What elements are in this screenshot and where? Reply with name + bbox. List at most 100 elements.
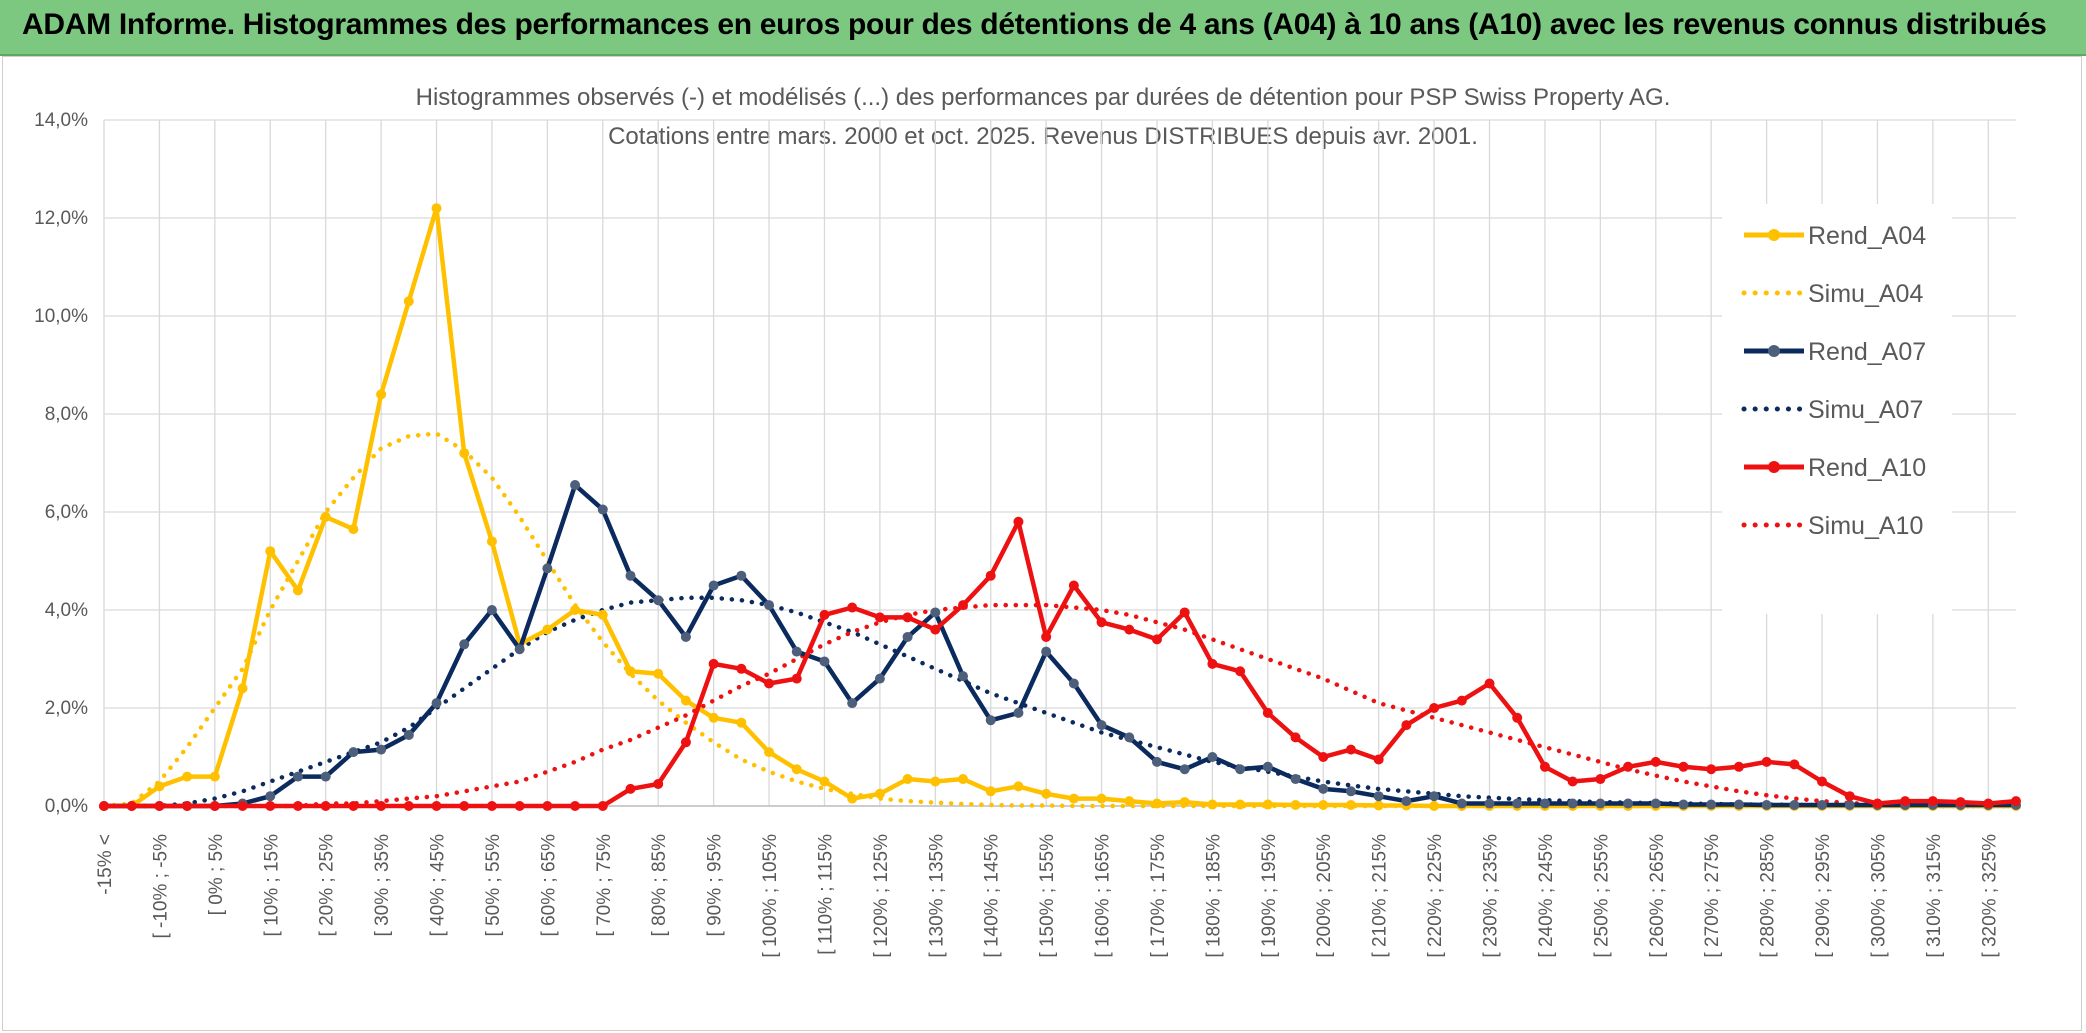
data-point-rend-a10 — [99, 801, 109, 811]
data-point-rend-a07 — [514, 644, 525, 655]
x-tick-label: [ 250% ; 255% — [1591, 834, 1612, 958]
data-point-rend-a07 — [1401, 796, 1412, 807]
data-point-rend-a10 — [1817, 776, 1828, 787]
data-point-rend-a04 — [902, 774, 913, 785]
data-point-rend-a10 — [2011, 796, 2021, 807]
data-point-rend-a07 — [1539, 798, 1550, 809]
data-point-rend-a04 — [486, 536, 497, 547]
data-point-rend-a07 — [1318, 783, 1329, 794]
data-point-rend-a10 — [819, 609, 830, 620]
data-point-rend-a10 — [1733, 761, 1744, 772]
data-point-rend-a04 — [847, 793, 858, 804]
data-point-rend-a07 — [791, 646, 802, 657]
report-banner: ADAM Informe. Histogrammes des performan… — [0, 0, 2086, 56]
data-point-rend-a04 — [958, 774, 969, 785]
data-point-rend-a04 — [459, 448, 470, 459]
data-point-rend-a10 — [486, 801, 497, 811]
data-point-rend-a10 — [874, 612, 885, 623]
series-group — [99, 203, 2021, 811]
x-tick-label: [ 320% ; 325% — [1979, 834, 2000, 958]
legend-label: Rend_A10 — [1808, 454, 1926, 482]
data-point-rend-a07 — [1429, 791, 1440, 802]
data-point-rend-a04 — [1429, 801, 1440, 811]
data-point-rend-a07 — [1290, 774, 1301, 785]
data-point-rend-a07 — [764, 600, 775, 611]
data-point-rend-a04 — [680, 695, 691, 706]
report-title: ADAM Informe. Histogrammes des performan… — [22, 8, 2047, 41]
data-point-rend-a07 — [1124, 732, 1135, 743]
y-tick-label: 2,0% — [45, 698, 88, 719]
x-tick-label: [ 270% ; 275% — [1702, 834, 1723, 958]
x-tick-label: [ 10% ; 15% — [261, 834, 282, 937]
data-point-rend-a10 — [265, 801, 276, 811]
data-point-rend-a07 — [1484, 798, 1495, 809]
data-point-rend-a10 — [209, 801, 220, 811]
data-point-rend-a07 — [1623, 798, 1634, 809]
data-point-rend-a10 — [403, 801, 414, 811]
data-point-rend-a10 — [791, 673, 802, 684]
x-tick-label: [ -10% ; -5% — [150, 834, 171, 939]
legend: Rend_A04 Simu_A04 Rend_A07 Simu_A07 Rend_A10… — [1722, 204, 1952, 614]
legend-label: Simu_A07 — [1808, 396, 1923, 424]
data-point-rend-a07 — [819, 656, 830, 667]
series-line-rend-a07 — [104, 482, 2016, 809]
x-tick-label: -15% < — [95, 834, 116, 895]
data-point-rend-a10 — [320, 801, 331, 811]
x-tick-label: [ 0% ; 5% — [206, 834, 227, 915]
data-point-rend-a07 — [459, 639, 470, 650]
data-point-rend-a04 — [1345, 800, 1356, 811]
x-tick-label: [ 210% ; 215% — [1370, 834, 1391, 958]
data-point-rend-a07 — [1817, 800, 1828, 811]
data-point-rend-a04 — [431, 203, 442, 214]
y-tick-label: 0,0% — [45, 796, 88, 817]
data-point-rend-a07 — [1456, 798, 1467, 809]
data-point-rend-a07 — [1013, 707, 1024, 718]
data-point-rend-a10 — [126, 801, 137, 811]
chart-title: Histogrammes observés (-) et modélisés (… — [416, 84, 1671, 111]
data-point-rend-a10 — [431, 801, 442, 811]
data-point-rend-a04 — [292, 585, 303, 596]
x-tick-label: [ 170% ; 175% — [1148, 834, 1169, 958]
data-point-rend-a07 — [1512, 798, 1523, 809]
legend-label: Rend_A04 — [1808, 222, 1926, 250]
x-tick-label: [ 190% ; 195% — [1259, 834, 1280, 958]
data-point-rend-a07 — [1373, 791, 1384, 802]
data-point-rend-a04 — [265, 546, 276, 557]
y-tick-label: 12,0% — [34, 208, 88, 229]
data-point-rend-a04 — [376, 389, 387, 400]
data-point-rend-a10 — [570, 801, 581, 811]
x-tick-label: [ 150% ; 155% — [1037, 834, 1058, 958]
data-point-rend-a04 — [1179, 797, 1190, 808]
legend-marker — [1768, 461, 1780, 473]
x-tick-label: [ 50% ; 55% — [483, 834, 504, 937]
data-point-rend-a04 — [542, 624, 553, 635]
data-point-rend-a10 — [1789, 759, 1800, 770]
data-point-rend-a10 — [597, 801, 608, 811]
data-point-rend-a07 — [625, 570, 636, 581]
data-point-rend-a07 — [570, 480, 581, 491]
data-point-rend-a10 — [1013, 516, 1024, 527]
y-tick-label: 6,0% — [45, 502, 88, 523]
data-point-rend-a10 — [1235, 666, 1246, 677]
data-point-rend-a07 — [874, 673, 885, 684]
data-point-rend-a07 — [431, 698, 442, 709]
data-point-rend-a10 — [348, 801, 359, 811]
x-tick-label: [ 40% ; 45% — [428, 834, 449, 937]
data-point-rend-a10 — [625, 783, 636, 794]
data-point-rend-a10 — [1345, 744, 1356, 755]
data-point-rend-a07 — [320, 771, 331, 782]
data-point-rend-a10 — [1678, 761, 1689, 772]
data-point-rend-a10 — [182, 801, 193, 811]
data-point-rend-a04 — [1262, 799, 1273, 810]
data-point-rend-a04 — [791, 764, 802, 775]
x-tick-label: [ 130% ; 135% — [926, 834, 947, 958]
data-point-rend-a10 — [1124, 624, 1135, 635]
data-point-rend-a07 — [1567, 798, 1578, 809]
series-line-rend-a10 — [104, 519, 2017, 809]
data-point-rend-a10 — [1512, 712, 1523, 723]
data-point-rend-a10 — [1262, 707, 1273, 718]
data-point-rend-a10 — [1151, 634, 1162, 645]
data-point-rend-a10 — [1096, 617, 1107, 628]
data-point-rend-a07 — [1235, 764, 1246, 775]
data-point-rend-a07 — [680, 631, 691, 642]
